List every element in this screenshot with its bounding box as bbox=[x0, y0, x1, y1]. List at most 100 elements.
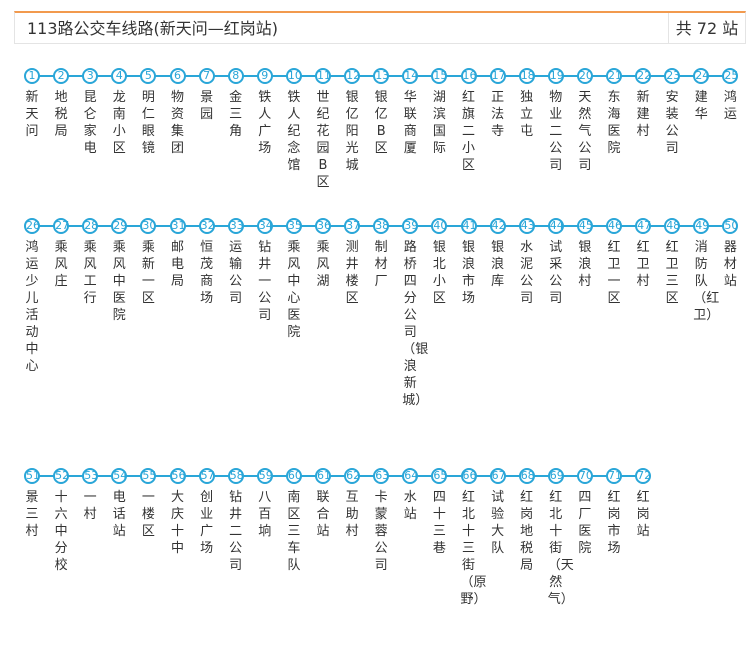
stop-number: 34 bbox=[256, 218, 273, 234]
stop-item[interactable]: 11 世纪花园B区 bbox=[308, 68, 338, 191]
stop-item[interactable]: 17 正法寺 bbox=[483, 68, 513, 140]
stop-item[interactable]: 69 红北十街（天然气） bbox=[541, 468, 574, 608]
stop-number: 1 bbox=[24, 68, 40, 84]
stop-item[interactable]: 37 测井楼区 bbox=[337, 218, 367, 307]
stop-item[interactable]: 13 银亿B区 bbox=[366, 68, 396, 157]
stop-item[interactable]: 60 南区三车队 bbox=[279, 468, 309, 574]
stop-item[interactable]: 68 红岗地税局 bbox=[512, 468, 542, 574]
stop-item[interactable]: 71 红岗市场 bbox=[599, 468, 629, 557]
stop-item[interactable]: 65 四十三巷 bbox=[424, 468, 454, 557]
stop-number: 36 bbox=[315, 218, 331, 234]
stop-item[interactable]: 62 互助村 bbox=[337, 468, 367, 540]
stop-item[interactable]: 7 景园 bbox=[192, 68, 222, 123]
stop-item[interactable]: 46 红卫一区 bbox=[599, 218, 629, 307]
stop-item[interactable]: 51 景三村 bbox=[17, 468, 47, 540]
stop-item[interactable]: 10 铁人纪念馆 bbox=[279, 68, 309, 174]
stop-name: 金三角 bbox=[229, 90, 243, 139]
stop-item[interactable]: 35 乘风中心医院 bbox=[279, 218, 309, 341]
stop-item[interactable]: 43 水泥公司 bbox=[512, 218, 542, 307]
stop-number: 9 bbox=[256, 68, 273, 84]
stop-item[interactable]: 15 湖滨国际 bbox=[424, 68, 454, 157]
stop-item[interactable]: 67 试验大队 bbox=[483, 468, 513, 557]
stop-number: 68 bbox=[518, 468, 535, 484]
stop-item[interactable]: 66 红北十三街（原野） bbox=[454, 468, 487, 608]
stop-number: 27 bbox=[53, 218, 70, 234]
stop-number: 8 bbox=[227, 68, 244, 84]
stop-item[interactable]: 3 昆仑家电 bbox=[75, 68, 105, 157]
stop-number: 6 bbox=[169, 68, 186, 84]
stop-item[interactable]: 55 一楼区 bbox=[133, 468, 163, 540]
stop-item[interactable]: 61 联合站 bbox=[308, 468, 338, 540]
stop-name: 华联商厦 bbox=[403, 90, 417, 156]
stop-item[interactable]: 8 金三角 bbox=[221, 68, 251, 140]
stop-name: 银亿阳光城 bbox=[345, 90, 359, 173]
stop-item[interactable]: 59 八百垧 bbox=[250, 468, 280, 540]
stop-item[interactable]: 27 乘风庄 bbox=[46, 218, 76, 290]
stop-item[interactable]: 64 水站 bbox=[395, 468, 425, 523]
stop-item[interactable]: 19 物业二公司 bbox=[541, 68, 571, 174]
stop-name: 铁人纪念馆 bbox=[287, 90, 301, 173]
stop-item[interactable]: 47 红卫村 bbox=[628, 218, 658, 290]
stop-item[interactable]: 9 铁人广场 bbox=[250, 68, 280, 157]
stop-item[interactable]: 25 鸿运 bbox=[715, 68, 745, 123]
stop-item[interactable]: 39 路桥四分公司（银浪新城） bbox=[395, 218, 428, 409]
stop-item[interactable]: 36 乘风湖 bbox=[308, 218, 338, 290]
stop-item[interactable]: 38 制材厂 bbox=[366, 218, 396, 290]
stop-name: 乘风庄 bbox=[54, 240, 68, 289]
stop-item[interactable]: 40 银北小区 bbox=[424, 218, 454, 307]
stop-item[interactable]: 33 运输公司 bbox=[221, 218, 251, 307]
stop-item[interactable]: 58 钻井二公司 bbox=[221, 468, 251, 574]
stop-item[interactable]: 5 明仁眼镜 bbox=[133, 68, 163, 157]
stop-item[interactable]: 42 银浪库 bbox=[483, 218, 513, 290]
stop-name: 消防队（红卫） bbox=[693, 240, 720, 323]
stop-item[interactable]: 41 银浪市场 bbox=[454, 218, 484, 307]
stop-name: 鸿运 bbox=[723, 90, 737, 122]
stop-item[interactable]: 28 乘风工行 bbox=[75, 218, 105, 307]
stop-item[interactable]: 20 天然气公司 bbox=[570, 68, 600, 174]
stop-item[interactable]: 52 十六中分校 bbox=[46, 468, 76, 574]
stop-item[interactable]: 48 红卫三区 bbox=[657, 218, 687, 307]
stop-item[interactable]: 31 邮电局 bbox=[163, 218, 193, 290]
stop-item[interactable]: 56 大庆十中 bbox=[163, 468, 193, 557]
stop-item[interactable]: 32 恒茂商场 bbox=[192, 218, 222, 307]
stop-item[interactable]: 22 新建村 bbox=[628, 68, 658, 140]
stop-number: 12 bbox=[344, 68, 361, 84]
stop-item[interactable]: 6 物资集团 bbox=[163, 68, 193, 157]
stop-item[interactable]: 57 创业广场 bbox=[192, 468, 222, 557]
stop-number: 29 bbox=[111, 218, 128, 234]
stop-number: 64 bbox=[402, 468, 419, 484]
stop-item[interactable]: 18 独立屯 bbox=[512, 68, 542, 140]
stop-item[interactable]: 49 消防队（红卫） bbox=[686, 218, 720, 324]
stop-item[interactable]: 16 红旗二小区 bbox=[454, 68, 484, 174]
stop-item[interactable]: 1 新天问 bbox=[17, 68, 47, 140]
stop-item[interactable]: 2 地税局 bbox=[46, 68, 76, 140]
stop-number: 5 bbox=[140, 68, 157, 84]
stop-item[interactable]: 53 一村 bbox=[75, 468, 105, 523]
stop-number: 25 bbox=[722, 68, 739, 84]
stop-number: 65 bbox=[431, 468, 448, 484]
stop-item[interactable]: 70 四厂医院 bbox=[570, 468, 600, 557]
stop-item[interactable]: 44 试采公司 bbox=[541, 218, 571, 307]
stop-item[interactable]: 23 安装公司 bbox=[657, 68, 687, 157]
stop-item[interactable]: 63 卡蒙蓉公司 bbox=[366, 468, 396, 574]
stop-item[interactable]: 24 建华 bbox=[686, 68, 716, 123]
stop-item[interactable]: 34 钻井一公司 bbox=[250, 218, 280, 324]
stop-item[interactable]: 45 银浪村 bbox=[570, 218, 600, 290]
stop-name: 试采公司 bbox=[549, 240, 563, 306]
stop-name: 乘风中心医院 bbox=[287, 240, 301, 340]
stop-item[interactable]: 12 银亿阳光城 bbox=[337, 68, 367, 174]
stop-name: 乘风中医院 bbox=[112, 240, 126, 323]
stop-item[interactable]: 54 电话站 bbox=[104, 468, 134, 540]
stop-name: 昆仑家电 bbox=[83, 90, 97, 156]
stop-item[interactable]: 4 龙南小区 bbox=[104, 68, 134, 157]
stop-item[interactable]: 26 鸿运少儿活动中心 bbox=[17, 218, 47, 375]
stop-item[interactable]: 72 红岗站 bbox=[628, 468, 658, 540]
stop-name: 明仁眼镜 bbox=[141, 90, 155, 156]
stop-item[interactable]: 29 乘风中医院 bbox=[104, 218, 134, 324]
stop-item[interactable]: 14 华联商厦 bbox=[395, 68, 425, 157]
stop-name: 天然气公司 bbox=[578, 90, 592, 173]
stop-item[interactable]: 21 东海医院 bbox=[599, 68, 629, 157]
stop-item[interactable]: 30 乘新一区 bbox=[133, 218, 163, 307]
stop-item[interactable]: 50 器材站 bbox=[715, 218, 745, 290]
stop-number: 11 bbox=[315, 68, 331, 84]
